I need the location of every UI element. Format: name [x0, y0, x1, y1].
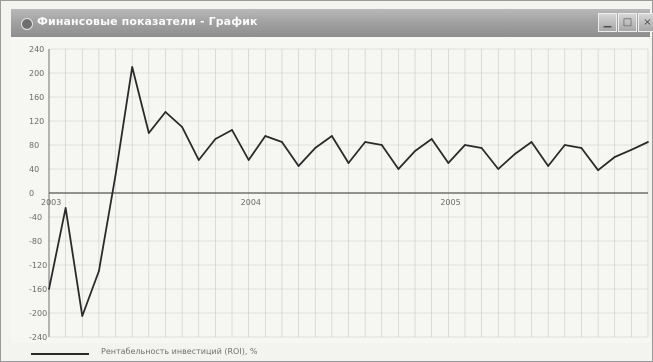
app-icon	[21, 18, 33, 30]
data-point	[563, 144, 566, 146]
maximize-icon: □	[622, 16, 633, 28]
data-point	[131, 66, 134, 68]
data-point	[480, 147, 483, 149]
x-year-label: 2004	[241, 198, 261, 207]
data-point	[330, 135, 333, 137]
data-point	[214, 138, 217, 140]
legend-label: Рентабельность инвестиций (ROI), %	[101, 347, 258, 356]
data-point	[64, 207, 67, 209]
y-tick-label: -120	[29, 261, 47, 270]
y-tick-label: -240	[29, 333, 47, 342]
data-point	[114, 174, 117, 176]
y-tick-label: 160	[29, 93, 44, 102]
data-point	[647, 141, 649, 143]
window-title: Финансовые показатели - График	[37, 15, 258, 28]
data-point	[264, 135, 267, 137]
y-tick-label: 120	[29, 117, 44, 126]
y-tick-label: 200	[29, 69, 44, 78]
close-button[interactable]: ×	[638, 13, 653, 32]
data-point	[464, 144, 466, 146]
maximize-button[interactable]: □	[618, 13, 637, 32]
data-point	[247, 159, 250, 161]
data-point	[347, 162, 350, 164]
data-point	[497, 168, 500, 170]
data-point	[364, 141, 367, 143]
data-point	[281, 141, 283, 143]
y-tick-label: 80	[29, 141, 39, 150]
close-icon: ×	[643, 16, 652, 28]
x-year-label: 2005	[440, 198, 460, 207]
plot-area: 240 200 160 120 80 40 0 -40 -80 -120 -160 -200 -240 2…	[11, 37, 650, 343]
data-point	[231, 129, 233, 131]
y-tick-label: -200	[29, 309, 47, 318]
y-tick-label: 0	[29, 189, 34, 198]
minimize-icon: ▁	[603, 16, 612, 28]
data-point	[397, 168, 400, 170]
data-point	[613, 156, 616, 158]
data-point	[513, 153, 516, 155]
x-year-label: 2003	[41, 198, 61, 207]
y-tick-label: 240	[29, 45, 44, 54]
data-point	[547, 165, 550, 167]
data-point	[98, 270, 100, 272]
title-bar[interactable]: Финансовые показатели - График ▁ □ ×	[11, 9, 653, 37]
data-point	[630, 148, 633, 151]
data-point	[380, 144, 383, 146]
data-point	[430, 138, 433, 140]
roi-line-chart: 240 200 160 120 80 40 0 -40 -80 -120 -160 -200 -240 2…	[29, 45, 649, 342]
y-tick-label: -80	[29, 237, 42, 246]
y-tick-label: 40	[29, 165, 39, 174]
y-tick-label: -40	[29, 213, 42, 222]
data-point	[197, 159, 200, 161]
data-point	[181, 126, 184, 128]
data-point	[297, 165, 300, 167]
y-tick-label: -160	[29, 285, 47, 294]
data-point	[597, 169, 599, 172]
data-point	[48, 288, 50, 290]
data-point	[314, 147, 317, 149]
minimize-button[interactable]: ▁	[598, 13, 617, 32]
data-point	[164, 111, 167, 113]
data-point	[580, 147, 583, 149]
data-point	[81, 315, 84, 317]
legend-line-swatch	[31, 353, 89, 355]
data-point	[414, 150, 416, 152]
data-point	[447, 162, 450, 164]
data-point	[530, 141, 533, 143]
data-point	[147, 132, 150, 134]
